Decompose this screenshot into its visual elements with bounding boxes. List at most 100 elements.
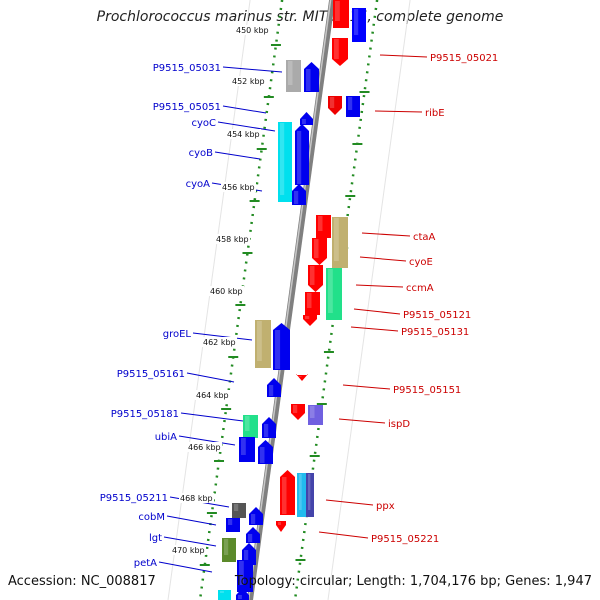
gene-label-right[interactable]: cyoE (409, 257, 433, 268)
gene-sheen (241, 438, 246, 455)
kbp-label: 464 kbp (196, 391, 229, 400)
gene-label-right[interactable]: ctaA (413, 232, 436, 243)
gene-label-right[interactable]: P9515_05131 (401, 327, 469, 338)
gene-sheen (280, 123, 285, 195)
gene-sheen (354, 9, 359, 35)
gene-label-left[interactable]: P9515_05181 (111, 409, 179, 420)
leader-line (325, 499, 374, 506)
gene-sheen (294, 191, 299, 204)
gene-sheen (328, 269, 333, 313)
gene-label-right[interactable]: P9515_05121 (403, 310, 471, 321)
gene-label-right[interactable]: ribE (425, 108, 445, 119)
genome-backbone (247, 0, 336, 600)
gene-label-right[interactable]: ccmA (406, 283, 434, 294)
gene-sheen (335, 1, 340, 21)
kbp-label-bg (187, 442, 222, 452)
kbp-label-bg (179, 493, 214, 503)
kbp-label: 462 kbp (203, 338, 236, 347)
gene-sheen (282, 477, 287, 514)
gene-sheen (334, 218, 339, 261)
leader-line (180, 412, 244, 422)
gene-label-left[interactable]: P9515_05031 (153, 63, 221, 74)
gene-sheen (293, 405, 298, 413)
leader-line (158, 561, 213, 573)
gene-label-right[interactable]: ispD (388, 419, 410, 430)
leader-line (350, 326, 399, 332)
gene-feature[interactable] (218, 590, 231, 600)
leader-line (353, 308, 401, 315)
gene-label-left[interactable]: P9515_05051 (153, 102, 221, 113)
gene-label-left[interactable]: groEL (163, 329, 192, 340)
kbp-label: 460 kbp (210, 287, 243, 296)
kbp-label: 470 kbp (172, 546, 205, 555)
kbp-label: 450 kbp (236, 26, 269, 35)
gene-sheen (238, 595, 242, 599)
gene-sheen (310, 406, 315, 418)
gene-sheen (275, 330, 281, 369)
gene-sheen (278, 522, 281, 525)
gene-label-left[interactable]: P9515_05211 (100, 493, 168, 504)
gene-sheen (248, 534, 253, 542)
kbp-label: 456 kbp (222, 183, 255, 192)
kbp-label-bg (215, 234, 250, 244)
leader-line (163, 536, 217, 547)
gene-sheen (264, 424, 269, 437)
kbp-label-bg (195, 390, 230, 400)
gene-label-left[interactable]: P9515_05161 (117, 369, 185, 380)
gene-sheen (269, 385, 274, 396)
gene-sheen (260, 447, 265, 463)
gene-sheen (308, 474, 311, 510)
gene-label-left[interactable]: petA (134, 558, 157, 569)
gene-label-left[interactable]: ubiA (155, 432, 177, 443)
gene-sheen (330, 97, 335, 108)
gene-label-left[interactable]: lgt (149, 533, 162, 544)
gene-sheen (228, 519, 233, 525)
gene-sheen (314, 239, 319, 258)
gene-sheen (299, 474, 302, 510)
gene-label-left[interactable]: cyoA (186, 179, 211, 190)
gene-label-right[interactable]: P9515_05021 (430, 53, 498, 64)
gene-sheen (288, 61, 293, 85)
leader-line (318, 531, 369, 539)
leader-line (359, 256, 407, 262)
gene-label-right[interactable]: ppx (376, 501, 395, 512)
leader-line (217, 121, 276, 132)
gene-label-left[interactable]: cobM (138, 512, 165, 523)
gene-sheen (220, 591, 224, 593)
leader-line (192, 332, 253, 341)
gene-sheen (298, 376, 302, 377)
leader-line (186, 372, 235, 383)
leader-line (379, 54, 428, 58)
kbp-label: 452 kbp (232, 77, 265, 86)
gene-label-right[interactable]: P9515_05221 (371, 534, 439, 545)
gene-sheen (334, 39, 339, 59)
leader-line (361, 232, 411, 237)
gene-label-left[interactable]: cyoB (189, 148, 214, 159)
gene-sheen (310, 266, 315, 285)
leader-line (178, 435, 236, 446)
leader-line (338, 418, 386, 424)
kbp-label-bg (202, 337, 237, 347)
gene-label-left[interactable]: cyoC (191, 118, 216, 129)
kbp-label-bg (209, 286, 244, 296)
gene-sheen (348, 97, 353, 110)
kbp-label: 466 kbp (188, 443, 221, 452)
leader-line (222, 66, 283, 73)
track-outline (327, 0, 411, 600)
leader-line (342, 384, 391, 390)
kbp-label-bg (231, 76, 266, 86)
leader-line (166, 515, 217, 526)
gene-label-right[interactable]: P9515_05151 (393, 385, 461, 396)
gene-feature[interactable] (296, 374, 308, 381)
gene-sheen (306, 69, 311, 91)
kbp-label-bg (226, 129, 261, 139)
gene-sheen (244, 550, 249, 564)
kbp-label-bg (235, 25, 270, 35)
leader-line (374, 110, 423, 113)
kbp-label: 468 kbp (180, 494, 213, 503)
leader-line (355, 284, 404, 288)
gene-feature[interactable] (300, 112, 313, 125)
backbone-highlight (247, 0, 332, 600)
gene-sheen (224, 539, 229, 555)
